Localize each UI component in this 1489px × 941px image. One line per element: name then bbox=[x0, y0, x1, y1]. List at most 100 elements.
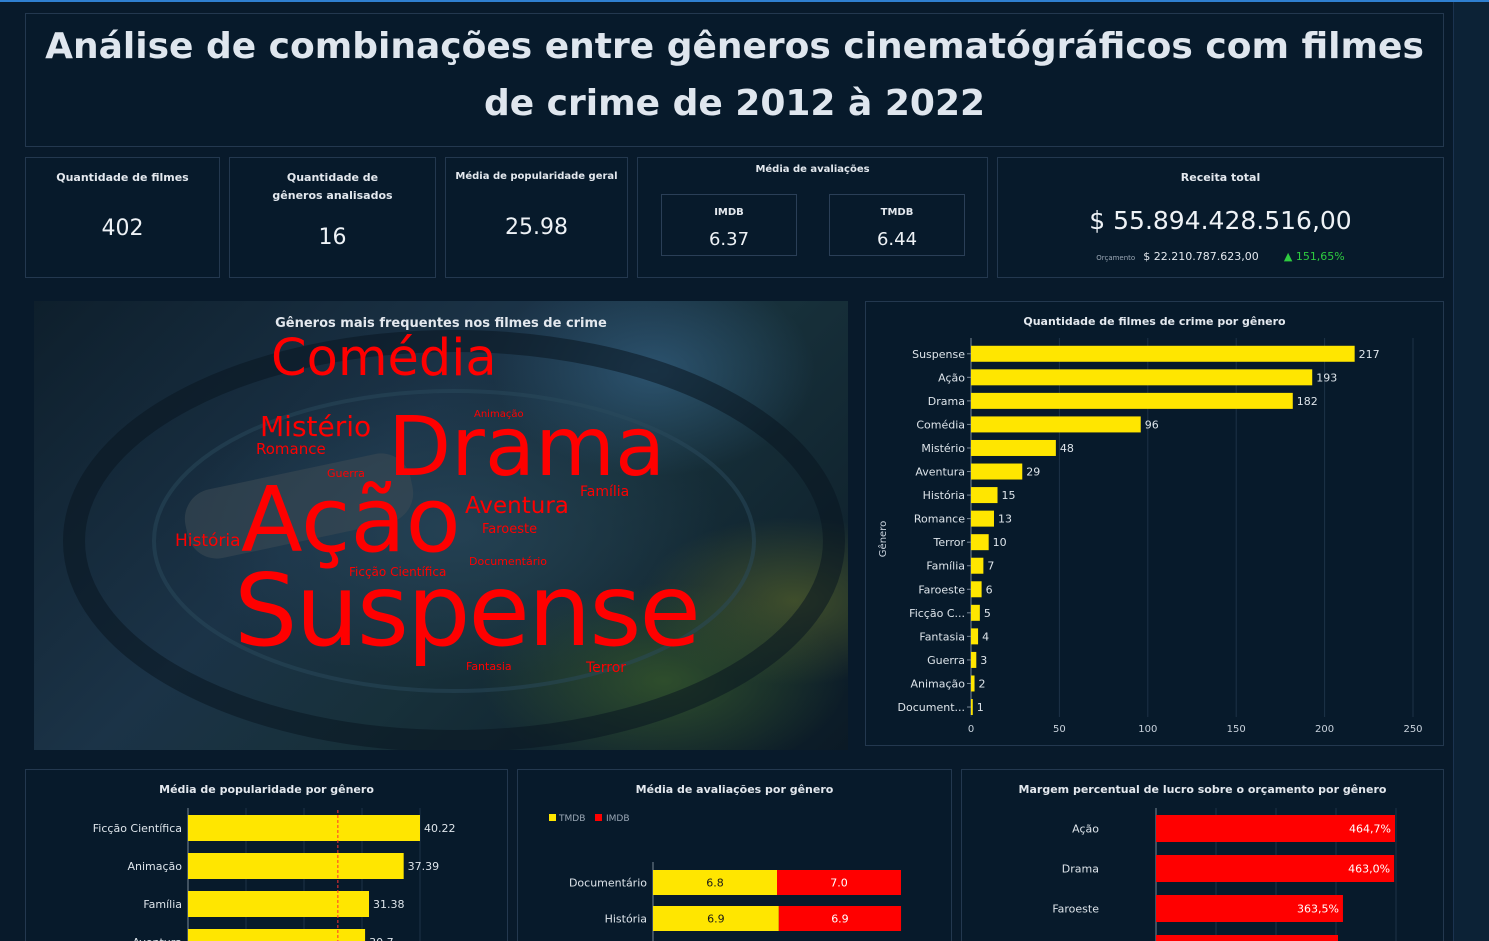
count-bar[interactable] bbox=[971, 651, 977, 668]
word-aventura: Aventura bbox=[465, 493, 569, 519]
count-bar[interactable] bbox=[971, 699, 973, 716]
count-bar[interactable] bbox=[971, 628, 979, 645]
title-card: Análise de combinações entre gêneros cin… bbox=[25, 13, 1444, 147]
count-bar[interactable] bbox=[971, 557, 984, 574]
word-terror: Terror bbox=[586, 660, 627, 676]
count-x-tick: 100 bbox=[1138, 724, 1157, 735]
margin-value-label: 363,5% bbox=[1297, 903, 1339, 916]
count-category-label: Aventura bbox=[915, 466, 965, 479]
ratings-bar-tmdb[interactable] bbox=[653, 870, 777, 895]
pop-bar[interactable] bbox=[188, 853, 404, 879]
count-bar[interactable] bbox=[971, 439, 1056, 456]
backdrop-ring bbox=[152, 389, 756, 693]
pop-category-label: Família bbox=[143, 898, 182, 911]
count-bar[interactable] bbox=[971, 463, 1023, 480]
count-category-label: Família bbox=[926, 560, 965, 573]
wordcloud-card: Gêneros mais frequentes nos filmes de cr… bbox=[34, 301, 848, 750]
count-category-label: Fantasia bbox=[919, 630, 965, 643]
kpi-revenue-value: $ 55.894.428.516,00 bbox=[1089, 206, 1352, 235]
kpi-revenue-label: Receita total bbox=[1180, 171, 1261, 184]
count-value-label: 96 bbox=[1145, 418, 1159, 431]
wordcloud-backdrop bbox=[63, 330, 845, 750]
count-value-label: 1 bbox=[977, 701, 984, 714]
count-bar[interactable] bbox=[971, 581, 982, 598]
word-familia: Família bbox=[580, 484, 630, 500]
count-bar[interactable] bbox=[971, 487, 998, 504]
count-bar[interactable] bbox=[971, 392, 1293, 409]
word-romance: Romance bbox=[256, 440, 326, 458]
count-category-label: Animação bbox=[910, 677, 965, 690]
count-category-label: Ação bbox=[938, 371, 965, 384]
count-category-label: Faroeste bbox=[918, 583, 965, 596]
ratings-value-tmdb: 6.8 bbox=[706, 877, 724, 890]
kpi-revenue: Receita total $ 55.894.428.516,00 Orçame… bbox=[997, 157, 1444, 278]
kpi-popularity-value: 25.98 bbox=[505, 215, 568, 240]
kpi-budget-row: Orçamento $ 22.210.787.623,00 ▲ 151,65% bbox=[998, 245, 1443, 264]
count-chart-card: Quantidade de filmes de crime por gênero… bbox=[865, 301, 1444, 746]
count-x-tick: 200 bbox=[1315, 724, 1334, 735]
margin-value-label: 464,7% bbox=[1349, 823, 1391, 836]
count-value-label: 15 bbox=[1002, 489, 1016, 502]
pop-value-label: 40.22 bbox=[424, 822, 456, 835]
legend-swatch-imdb bbox=[595, 814, 602, 821]
count-value-label: 29 bbox=[1026, 466, 1040, 479]
ratings-chart: TMDB IMDB 6.8 7.0 Documentário 6.9 6.9 História bbox=[549, 814, 902, 941]
ratings-bar-imdb[interactable] bbox=[778, 906, 902, 931]
ratings-value-tmdb: 6.9 bbox=[707, 913, 725, 926]
right-scrollbar[interactable] bbox=[1453, 2, 1489, 941]
count-bar[interactable] bbox=[971, 534, 989, 551]
word-faroeste: Faroeste bbox=[482, 522, 538, 537]
margin-bar[interactable] bbox=[1156, 895, 1343, 922]
count-bar[interactable] bbox=[971, 510, 994, 527]
pop-bar[interactable] bbox=[188, 929, 366, 941]
top-accent-line bbox=[0, 0, 1489, 2]
margin-bar-partial[interactable] bbox=[1156, 935, 1338, 941]
count-value-label: 48 bbox=[1060, 442, 1074, 455]
word-guerra: Guerra bbox=[327, 467, 365, 480]
count-bar[interactable] bbox=[971, 604, 980, 621]
count-bar[interactable] bbox=[971, 345, 1355, 362]
ratings-category-label: Documentário bbox=[569, 877, 647, 890]
word-ficcao-cientifica: Ficção Científica bbox=[349, 565, 447, 579]
legend-label-imdb: IMDB bbox=[606, 814, 630, 824]
count-category-label: Drama bbox=[928, 395, 965, 408]
margin-category-label: Faroeste bbox=[1052, 903, 1099, 916]
ratings-chart-card: Média de avaliações por gênero TMDB IMDB 6… bbox=[517, 769, 952, 941]
word-documentario: Documentário bbox=[469, 555, 548, 568]
ratings-bar-tmdb[interactable] bbox=[653, 906, 779, 931]
count-value-label: 13 bbox=[998, 513, 1012, 526]
word-suspense: Suspense bbox=[234, 552, 701, 669]
count-category-label: Document... bbox=[898, 701, 965, 714]
count-x-tick: 150 bbox=[1227, 724, 1246, 735]
pop-value-label: 37.39 bbox=[408, 860, 440, 873]
margin-chart: Ação 464,7% Drama 463,0% Faroeste 363,5% bbox=[1052, 808, 1397, 941]
word-animacao: Animação bbox=[474, 409, 524, 420]
margin-category-label: Ação bbox=[1072, 823, 1099, 836]
margin-bar[interactable] bbox=[1156, 855, 1395, 882]
margin-chart-card: Margem percentual de lucro sobre o orçam… bbox=[961, 769, 1444, 941]
tmdb-value: 6.44 bbox=[876, 229, 918, 250]
count-x-tick: 0 bbox=[968, 724, 974, 735]
kpi-film-count-value: 402 bbox=[101, 216, 144, 241]
pop-category-label: Ficção Científica bbox=[93, 822, 182, 835]
count-bar[interactable] bbox=[971, 369, 1313, 386]
margin-bar[interactable] bbox=[1156, 815, 1395, 842]
pop-bar[interactable] bbox=[188, 891, 370, 917]
pop-bar[interactable] bbox=[188, 815, 420, 841]
count-bar[interactable] bbox=[971, 675, 975, 692]
count-value-label: 6 bbox=[986, 583, 993, 596]
ratings-value-imdb: 6.9 bbox=[831, 913, 849, 926]
tmdb-box: TMDB 6.44 bbox=[829, 194, 965, 256]
ratings-category-label: História bbox=[605, 913, 647, 926]
word-drama: Drama bbox=[388, 400, 666, 495]
word-historia: História bbox=[175, 531, 241, 551]
count-value-label: 193 bbox=[1316, 371, 1337, 384]
pop-category-label: Aventura bbox=[132, 936, 182, 941]
word-acao: Ação bbox=[241, 468, 461, 573]
ratings-bar-imdb[interactable] bbox=[777, 870, 901, 895]
ratings-value-imdb: 7.0 bbox=[830, 877, 848, 890]
count-x-tick: 50 bbox=[1053, 724, 1066, 735]
pop-category-label: Animação bbox=[127, 860, 182, 873]
count-bar[interactable] bbox=[971, 416, 1141, 433]
